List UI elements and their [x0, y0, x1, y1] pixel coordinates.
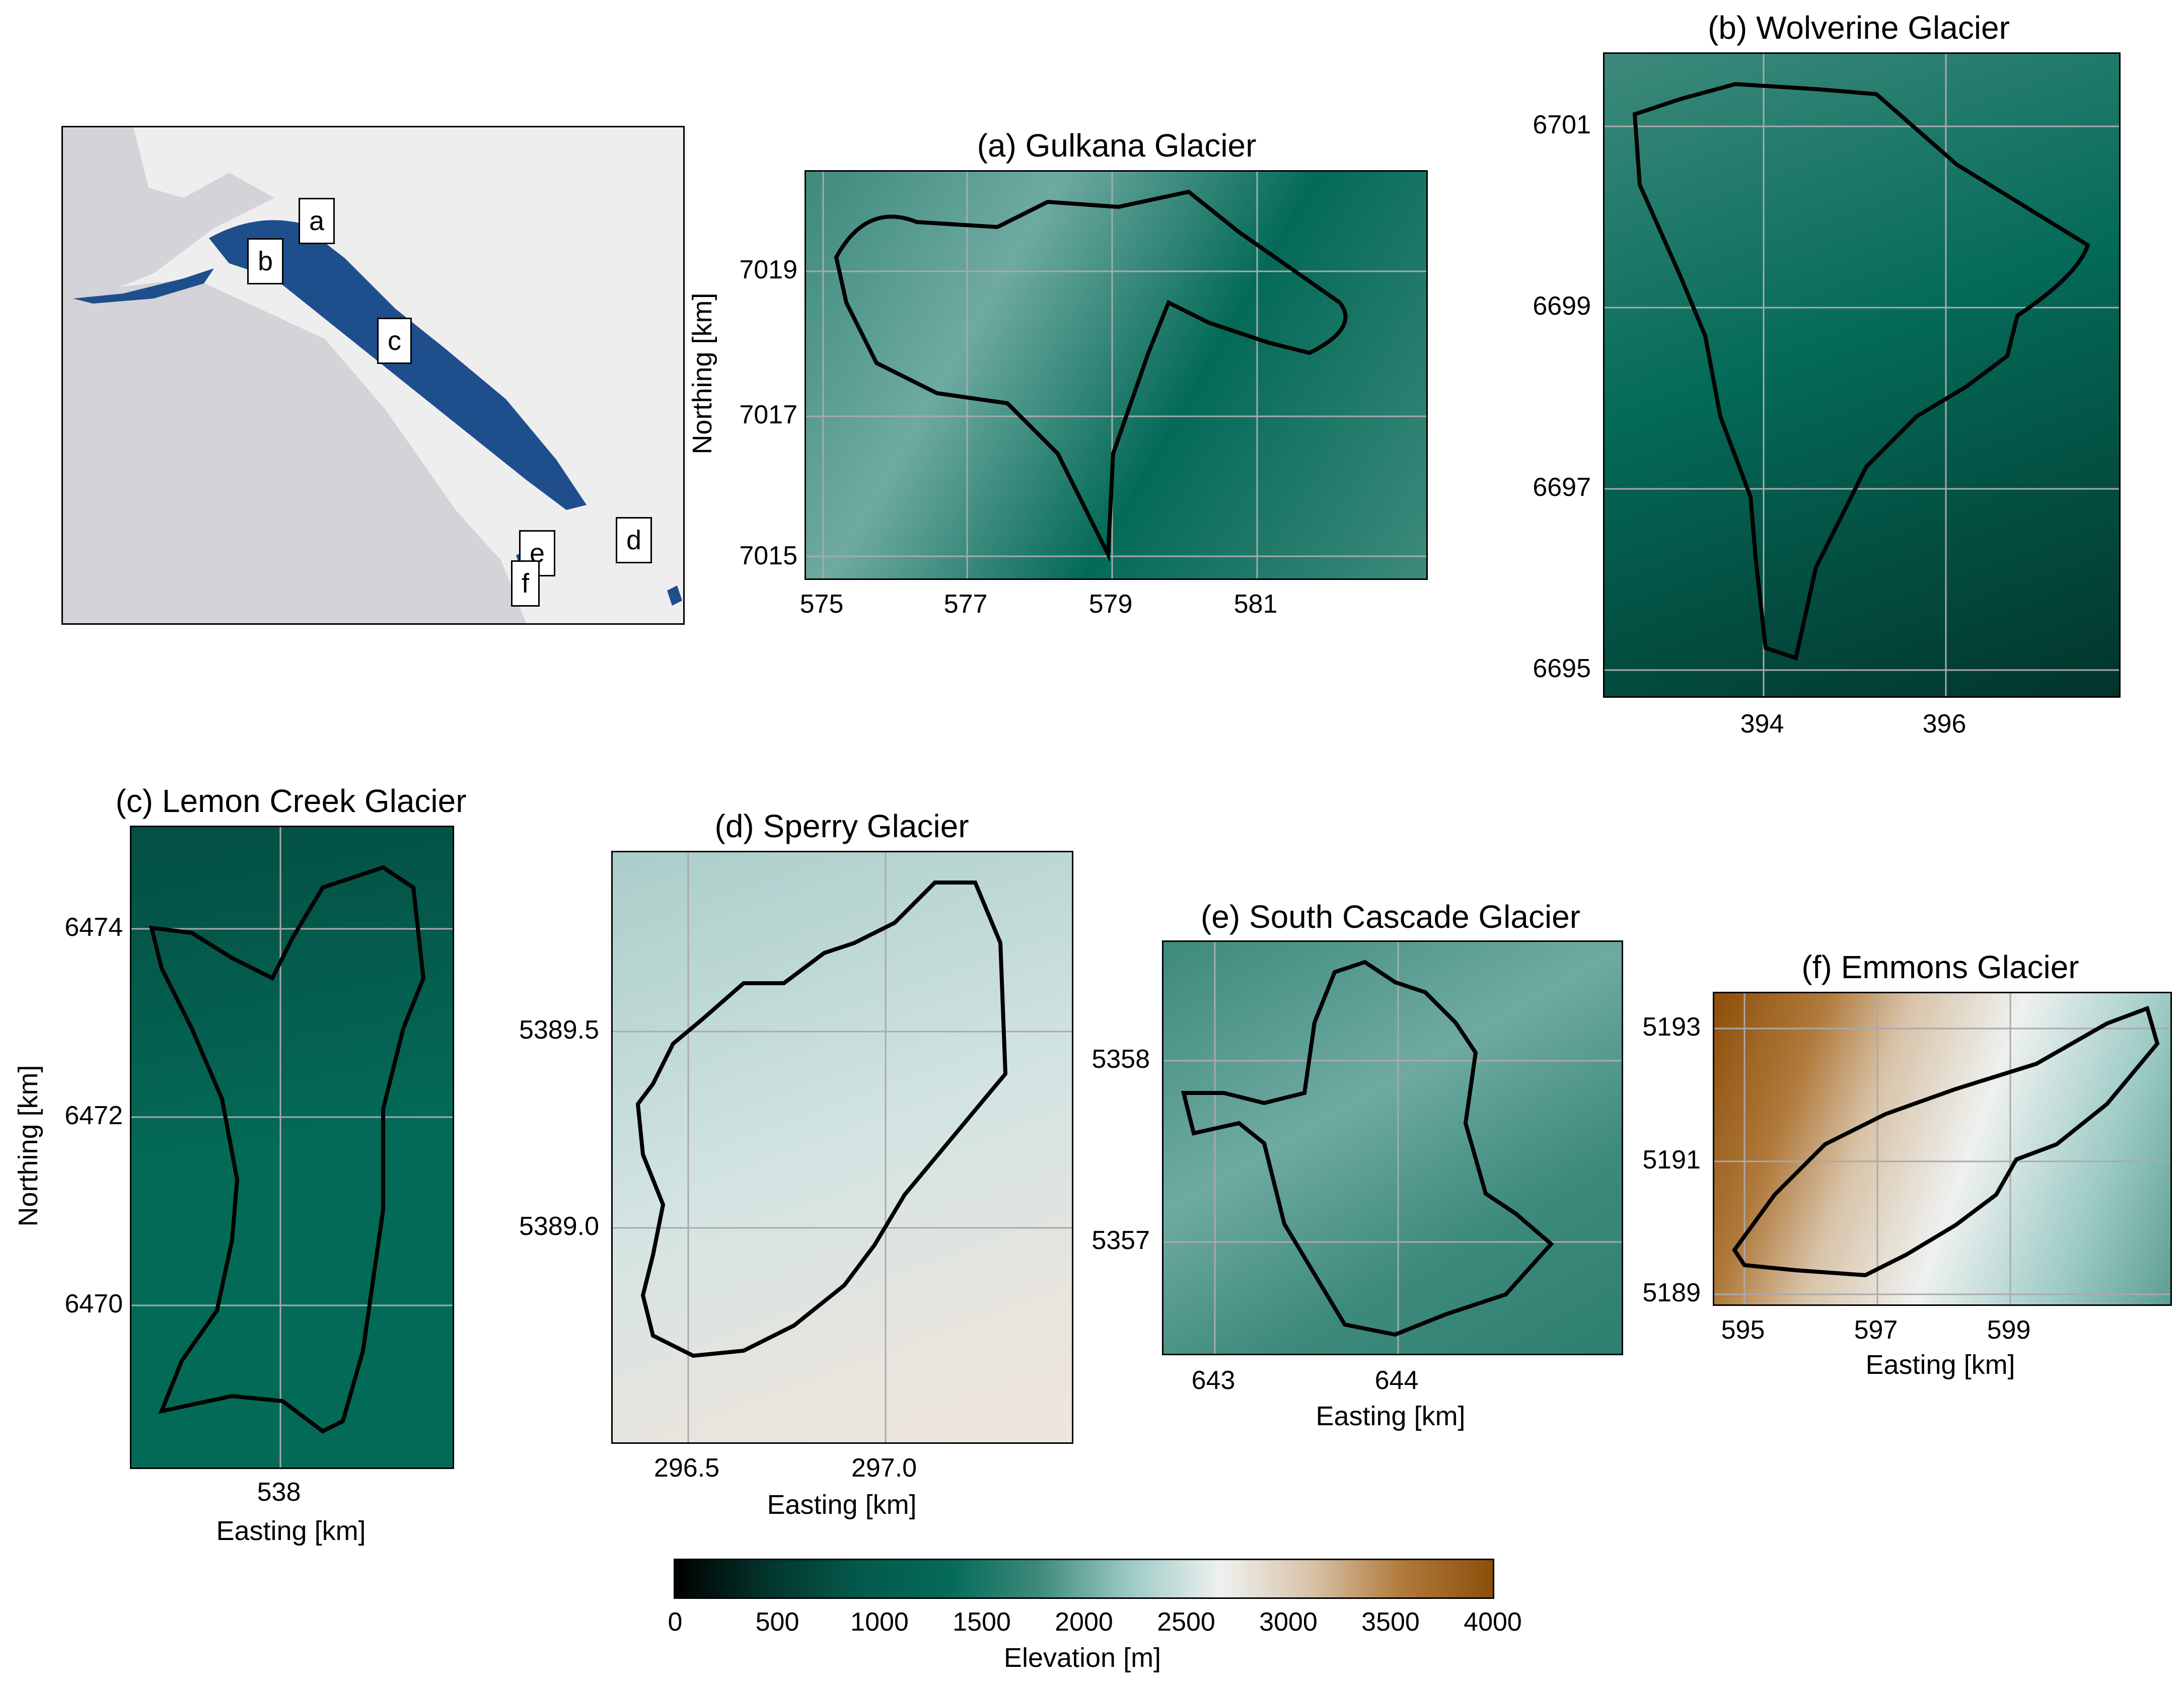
panel-a-title: (a) Gulkana Glacier: [977, 127, 1257, 164]
colorbar-tick-7: 3500: [1361, 1607, 1420, 1637]
panel-a-xtick-3: 581: [1233, 590, 1278, 619]
panel-f-grid: [1714, 993, 2170, 1304]
panel-c-xlabel: Easting [km]: [216, 1516, 366, 1546]
panel-c-ytick-2: 6470: [64, 1289, 123, 1318]
panel-d-ytick-0: 5389.5: [519, 1015, 599, 1045]
panel-e-title: (e) South Cascade Glacier: [1200, 899, 1581, 935]
sperry-outline: [635, 881, 1008, 1358]
panel-b-ytick-0: 6701: [1533, 110, 1591, 139]
wolverine-outline: [1632, 82, 2090, 661]
map-label-b: b: [247, 238, 284, 284]
panel-b-svg: [1605, 54, 2119, 696]
south-cascade-outline: [1181, 960, 1554, 1337]
panel-f-ytick-1: 5191: [1642, 1145, 1701, 1175]
panel-f-svg: [1714, 993, 2170, 1304]
panel-f-ytick-0: 5193: [1642, 1012, 1701, 1042]
panel-d-svg: [613, 852, 1072, 1442]
land-mass: [63, 127, 274, 294]
panel-a-grid: [806, 172, 1426, 578]
colorbar-label: Elevation [m]: [1003, 1643, 1161, 1673]
panel-b-grid: [1605, 54, 2119, 696]
colorbar-tick-1: 500: [755, 1607, 799, 1637]
overview-map: a b c d e f: [61, 126, 685, 625]
panel-e-ytick-0: 5358: [1091, 1045, 1150, 1074]
panel-d-xtick-1: 297.0: [851, 1453, 917, 1483]
panel-a-xtick-2: 579: [1088, 590, 1133, 619]
panel-e-grid: [1163, 942, 1622, 1354]
gulkana-outline: [834, 189, 1348, 562]
map-label-a: a: [299, 198, 335, 244]
panel-c-grid: [131, 827, 453, 1468]
panel-b-ytick-2: 6697: [1533, 473, 1591, 502]
land-mass-south: [63, 278, 526, 623]
colorbar-tick-6: 3000: [1259, 1607, 1318, 1637]
panel-c-title: (c) Lemon Creek Glacier: [115, 783, 467, 819]
panel-d-xtick-0: 296.5: [653, 1453, 720, 1483]
panel-f-xtick-1: 597: [1854, 1315, 1898, 1345]
panel-c-xtick-0: 538: [257, 1478, 301, 1507]
panel-a-ytick-0: 7019: [739, 255, 797, 284]
panel-f-title: (f) Emmons Glacier: [1801, 949, 2079, 985]
panel-f-xtick-0: 595: [1721, 1315, 1765, 1345]
panel-d-ytick-1: 5389.0: [519, 1212, 599, 1241]
panel-d-xlabel: Easting [km]: [767, 1490, 917, 1520]
panel-e-plot: [1162, 940, 1623, 1355]
panel-f-plot: [1713, 992, 2172, 1306]
colorbar-tick-2: 1000: [850, 1607, 909, 1637]
panel-b-ytick-1: 6699: [1533, 291, 1591, 321]
colorbar-tick-4: 2000: [1055, 1607, 1113, 1637]
panel-b-xtick-0: 394: [1740, 709, 1784, 739]
panel-e-svg: [1163, 942, 1622, 1354]
map-label-d: d: [616, 517, 652, 563]
panel-b-ytick-3: 6695: [1533, 654, 1591, 683]
panel-e-ytick-1: 5357: [1091, 1226, 1150, 1255]
overview-map-svg: [63, 127, 682, 623]
panel-a-plot: [805, 170, 1428, 580]
panel-e-xtick-1: 644: [1374, 1366, 1419, 1395]
colorbar-tick-3: 1500: [953, 1607, 1011, 1637]
panel-c-ylabel: Northing [km]: [13, 1065, 43, 1227]
colorbar-tick-5: 2500: [1157, 1607, 1215, 1637]
panel-c-ytick-1: 6472: [64, 1101, 123, 1130]
panel-d-title: (d) Sperry Glacier: [714, 808, 969, 844]
panel-a-ytick-1: 7017: [739, 400, 797, 429]
panel-a-xtick-1: 577: [943, 590, 988, 619]
panel-a-ylabel: Northing [km]: [687, 292, 717, 455]
panel-b-title: (b) Wolverine Glacier: [1708, 10, 2010, 46]
emmons-outline: [1732, 1005, 2160, 1278]
panel-a-svg: [806, 172, 1426, 578]
panel-c-svg: [131, 827, 453, 1468]
colorbar-tick-8: 4000: [1464, 1607, 1522, 1637]
panel-d-plot: [611, 851, 1073, 1444]
panel-b-plot: [1603, 52, 2121, 698]
panel-f-ytick-2: 5189: [1642, 1278, 1701, 1307]
map-label-c: c: [377, 318, 412, 364]
panel-c-ytick-0: 6474: [64, 913, 123, 942]
map-label-f: f: [511, 560, 540, 607]
panel-a-xtick-0: 575: [799, 590, 844, 619]
panel-e-xtick-0: 643: [1191, 1366, 1235, 1395]
lemon-creek-outline: [149, 865, 426, 1434]
panel-f-xlabel: Easting [km]: [1865, 1350, 2015, 1380]
panel-f-xtick-2: 599: [1987, 1315, 2031, 1345]
panel-b-xtick-1: 396: [1922, 709, 1967, 739]
colorbar-tick-0: 0: [668, 1607, 683, 1637]
panel-a-ytick-2: 7015: [739, 541, 797, 570]
colorbar: [674, 1559, 1494, 1599]
panel-d-grid: [613, 852, 1072, 1442]
panel-e-xlabel: Easting [km]: [1316, 1401, 1466, 1431]
panel-c-plot: [130, 826, 454, 1469]
